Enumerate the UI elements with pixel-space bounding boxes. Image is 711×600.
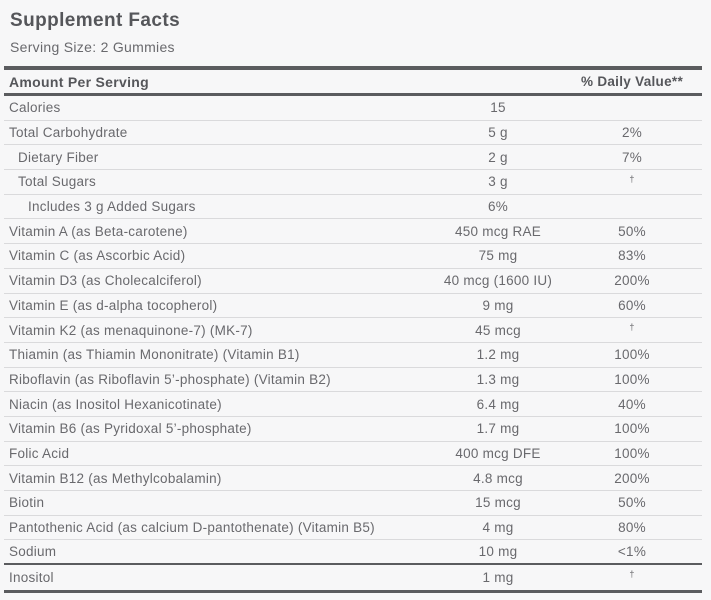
nutrient-name: Total Sugars: [18, 174, 97, 190]
table-row: Vitamin B6 (as Pyridoxal 5’-phosphate) 1…: [4, 417, 702, 442]
nutrient-name: Vitamin E (as d-alpha tocopherol): [9, 297, 218, 313]
table-row: Riboflavin (as Riboflavin 5’-phosphate) …: [4, 368, 702, 393]
table-row: Pantothenic Acid (as calcium D-pantothen…: [4, 516, 702, 541]
nutrient-amount: 1 mg: [482, 569, 514, 585]
nutrient-amount: 15: [490, 100, 506, 116]
table-row: Vitamin D3 (as Cholecalciferol) 40 mcg (…: [4, 269, 702, 294]
nutrient-daily-value: †: [629, 569, 635, 580]
nutrient-amount: 15 mcg: [475, 495, 521, 511]
nutrient-name: Vitamin B6 (as Pyridoxal 5’-phosphate): [9, 421, 252, 437]
nutrient-daily-value: 7%: [621, 149, 642, 165]
nutrient-amount: 6.4 mg: [476, 396, 520, 412]
nutrient-table: Amount Per Serving % Daily Value** Calor…: [4, 66, 702, 593]
nutrient-daily-value: 50%: [618, 223, 646, 239]
table-row: Vitamin A (as Beta-carotene) 450 mcg RAE…: [4, 219, 702, 245]
nutrient-amount: 1.3 mg: [476, 371, 520, 387]
nutrient-daily-value: 100%: [614, 421, 650, 437]
nutrient-rows: Calories 15 Total Carbohydrate 5 g 2% Di…: [4, 96, 702, 590]
nutrient-amount: 3 g: [488, 174, 508, 190]
table-header-row: Amount Per Serving % Daily Value**: [4, 70, 702, 93]
nutrient-amount: 2 g: [488, 149, 508, 165]
nutrient-name: Vitamin K2 (as menaquinone-7) (MK-7): [9, 322, 253, 338]
table-row: Biotin 15 mcg 50%: [4, 491, 702, 516]
nutrient-amount: 9 mg: [482, 297, 514, 313]
nutrient-amount: 75 mg: [478, 248, 518, 264]
nutrient-name: Dietary Fiber: [18, 149, 99, 165]
nutrient-name: Vitamin A (as Beta-carotene): [9, 223, 188, 239]
nutrient-name: Pantothenic Acid (as calcium D-pantothen…: [9, 520, 375, 536]
label-title: Supplement Facts: [10, 10, 181, 31]
nutrient-name: Vitamin C (as Ascorbic Acid): [9, 248, 186, 264]
table-row: Vitamin B12 (as Methylcobalamin) 4.8 mcg…: [4, 466, 702, 491]
nutrient-daily-value: †: [629, 173, 635, 184]
nutrient-daily-value: †: [629, 322, 635, 333]
table-row: Folic Acid 400 mcg DFE 100%: [4, 442, 702, 467]
nutrient-daily-value: <1%: [617, 544, 647, 560]
nutrient-name: Thiamin (as Thiamin Mononitrate) (Vitami…: [9, 347, 300, 363]
table-row: Calories 15: [4, 96, 702, 121]
nutrient-amount: 40 mcg (1600 IU): [443, 273, 553, 289]
table-row: Vitamin E (as d-alpha tocopherol) 9 mg 6…: [4, 294, 702, 319]
nutrient-amount: 6%: [487, 199, 508, 215]
table-row: Dietary Fiber 2 g 7%: [4, 145, 702, 171]
amount-per-serving-header: Amount Per Serving: [9, 73, 149, 90]
nutrient-amount: 5 g: [488, 125, 508, 141]
nutrient-name: Inositol: [9, 569, 54, 585]
nutrient-amount: 1.7 mg: [476, 421, 520, 437]
nutrient-amount: 10 mg: [478, 544, 518, 560]
nutrient-amount: 4 mg: [482, 520, 514, 536]
divider-header: [4, 93, 702, 96]
table-row: Includes 3 g Added Sugars 6%: [4, 195, 702, 220]
table-row: Sodium 10 mg <1%: [4, 540, 702, 566]
nutrient-name: Sodium: [9, 544, 57, 560]
nutrient-daily-value: 100%: [614, 445, 650, 461]
nutrient-daily-value: 200%: [614, 273, 650, 289]
nutrient-name: Calories: [9, 100, 61, 116]
nutrient-daily-value: 60%: [618, 297, 646, 313]
nutrient-amount: 45 mcg: [475, 322, 521, 338]
nutrient-name: Niacin (as Inositol Hexanicotinate): [9, 396, 222, 412]
nutrient-daily-value: 50%: [618, 495, 646, 511]
divider-top: [4, 66, 702, 70]
nutrient-name: Vitamin D3 (as Cholecalciferol): [9, 273, 202, 289]
table-row: Total Sugars 3 g †: [4, 170, 702, 195]
nutrient-daily-value: 100%: [614, 371, 650, 387]
nutrient-daily-value: 100%: [614, 347, 650, 363]
table-row: Inositol 1 mg †: [4, 565, 702, 590]
nutrient-amount: 1.2 mg: [476, 347, 520, 363]
nutrient-amount: 450 mcg RAE: [454, 223, 542, 239]
nutrient-name: Total Carbohydrate: [9, 125, 128, 141]
nutrient-name: Riboflavin (as Riboflavin 5’-phosphate) …: [9, 371, 331, 387]
divider-bottom: [4, 589, 702, 593]
nutrient-daily-value: 2%: [621, 125, 642, 141]
serving-size: Serving Size: 2 Gummies: [10, 39, 175, 55]
table-row: Thiamin (as Thiamin Mononitrate) (Vitami…: [4, 343, 702, 368]
table-row: Niacin (as Inositol Hexanicotinate) 6.4 …: [4, 392, 702, 417]
nutrient-daily-value: 83%: [618, 248, 646, 264]
table-row: Total Carbohydrate 5 g 2%: [4, 121, 702, 146]
nutrient-name: Includes 3 g Added Sugars: [28, 199, 196, 215]
daily-value-header: % Daily Value**: [580, 74, 684, 89]
nutrient-name: Vitamin B12 (as Methylcobalamin): [9, 470, 222, 486]
nutrient-amount: 400 mcg DFE: [455, 445, 541, 461]
nutrient-daily-value: 200%: [614, 470, 650, 486]
table-row: Vitamin K2 (as menaquinone-7) (MK-7) 45 …: [4, 318, 702, 343]
nutrient-daily-value: 80%: [618, 520, 646, 536]
nutrient-amount: 4.8 mcg: [473, 470, 523, 486]
nutrient-daily-value: 40%: [618, 396, 646, 412]
nutrient-name: Biotin: [9, 495, 45, 511]
table-row: Vitamin C (as Ascorbic Acid) 75 mg 83%: [4, 244, 702, 269]
nutrient-name: Folic Acid: [9, 445, 70, 461]
